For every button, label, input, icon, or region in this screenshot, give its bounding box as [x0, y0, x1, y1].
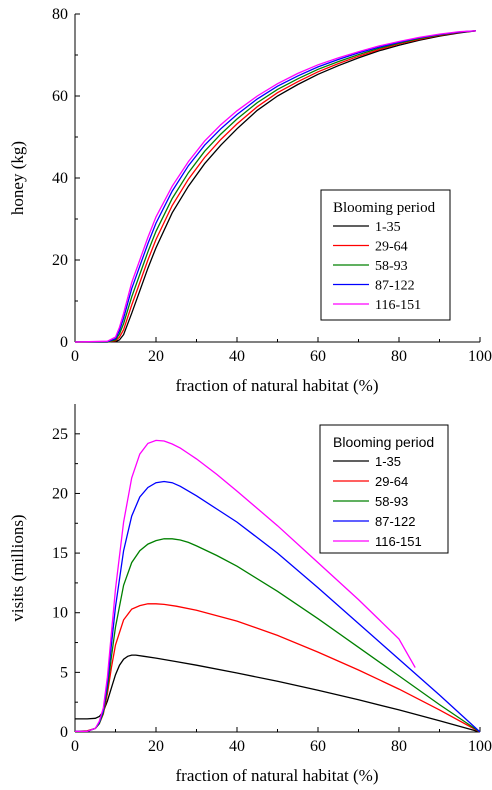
honey-legend-items: 1-35 29-64 58-93 87-122 116-151 [333, 220, 421, 313]
honey-series [74, 30, 476, 343]
visits-ticks: 0 20 40 60 80 100 0 5 10 15 20 25 [52, 426, 492, 755]
visits-y-tick-label: 20 [52, 485, 68, 502]
honey-y-axis-title: honey (kg) [8, 141, 27, 215]
visits-y-tick-label: 25 [52, 426, 68, 443]
visits-legend-label: 116-151 [375, 534, 422, 549]
honey-legend-title: Blooming period [333, 200, 436, 216]
visits-x-tick-label: 80 [391, 738, 407, 755]
honey-y-tick-label: 40 [52, 170, 68, 187]
honey-legend-box [320, 189, 451, 321]
honey-chart: fraction of natural habitat (%) honey (k… [8, 6, 492, 395]
honey-x-tick-label: 100 [468, 348, 492, 365]
visits-series [74, 439, 481, 733]
visits-x-tick-label: 0 [71, 738, 79, 755]
honey-legend-label: 116-151 [375, 298, 421, 313]
visits-y-tick-label: 5 [60, 664, 68, 681]
visits-y-tick-label: 0 [60, 724, 68, 741]
honey-y-tick-label: 60 [52, 88, 68, 105]
visits-y-axis-title: visits (millions) [8, 514, 27, 621]
visits-legend-items: 1-35 29-64 58-93 87-122 116-151 [333, 454, 422, 549]
visits-legend-title: Blooming period [333, 434, 434, 450]
honey-legend: Blooming period 1-35 29-64 58-93 87-122 116-… [320, 189, 451, 321]
visits-x-tick-label: 40 [229, 738, 245, 755]
visits-legend-label: 87-122 [375, 514, 415, 529]
visits-x-tick-label: 60 [310, 738, 326, 755]
visits-legend-label: 1-35 [375, 454, 401, 469]
honey-y-tick-label: 80 [52, 6, 68, 23]
visits-y-tick-label: 15 [52, 545, 68, 562]
honey-ticks: 0 20 40 60 80 100 0 20 40 60 80 [52, 6, 492, 365]
honey-series-87-122-line [74, 30, 476, 343]
honey-y-tick-label: 20 [52, 252, 68, 269]
honey-series-29-64-line [75, 30, 476, 343]
honey-legend-label: 1-35 [375, 220, 401, 235]
honey-x-tick-label: 80 [391, 348, 407, 365]
visits-legend-box [319, 424, 449, 554]
honey-x-axis-title: fraction of natural habitat (%) [176, 376, 379, 395]
honey-x-tick-label: 0 [71, 348, 79, 365]
visits-x-axis-title: fraction of natural habitat (%) [176, 766, 379, 785]
visits-y-tick-label: 10 [52, 605, 68, 622]
honey-series-116-151-line [74, 30, 476, 343]
visits-legend-label: 58-93 [375, 494, 408, 509]
honey-y-tick-label: 0 [60, 334, 68, 351]
honey-series-58-93-line [75, 30, 476, 343]
visits-x-tick-label: 100 [468, 738, 492, 755]
visits-chart: fraction of natural habitat (%) visits (… [8, 404, 492, 785]
honey-legend-label: 58-93 [375, 259, 408, 274]
honey-x-tick-label: 40 [229, 348, 245, 365]
visits-legend: Blooming period 1-35 29-64 58-93 87-122 116-… [319, 424, 449, 554]
honey-x-tick-label: 20 [148, 348, 164, 365]
honey-series-1-35-line [75, 30, 476, 343]
honey-x-tick-label: 60 [310, 348, 326, 365]
visits-series-116-151-line [75, 439, 416, 733]
visits-x-tick-label: 20 [148, 738, 164, 755]
visits-legend-label: 29-64 [375, 474, 408, 489]
honey-legend-label: 29-64 [375, 240, 408, 255]
honey-legend-label: 87-122 [375, 279, 415, 294]
